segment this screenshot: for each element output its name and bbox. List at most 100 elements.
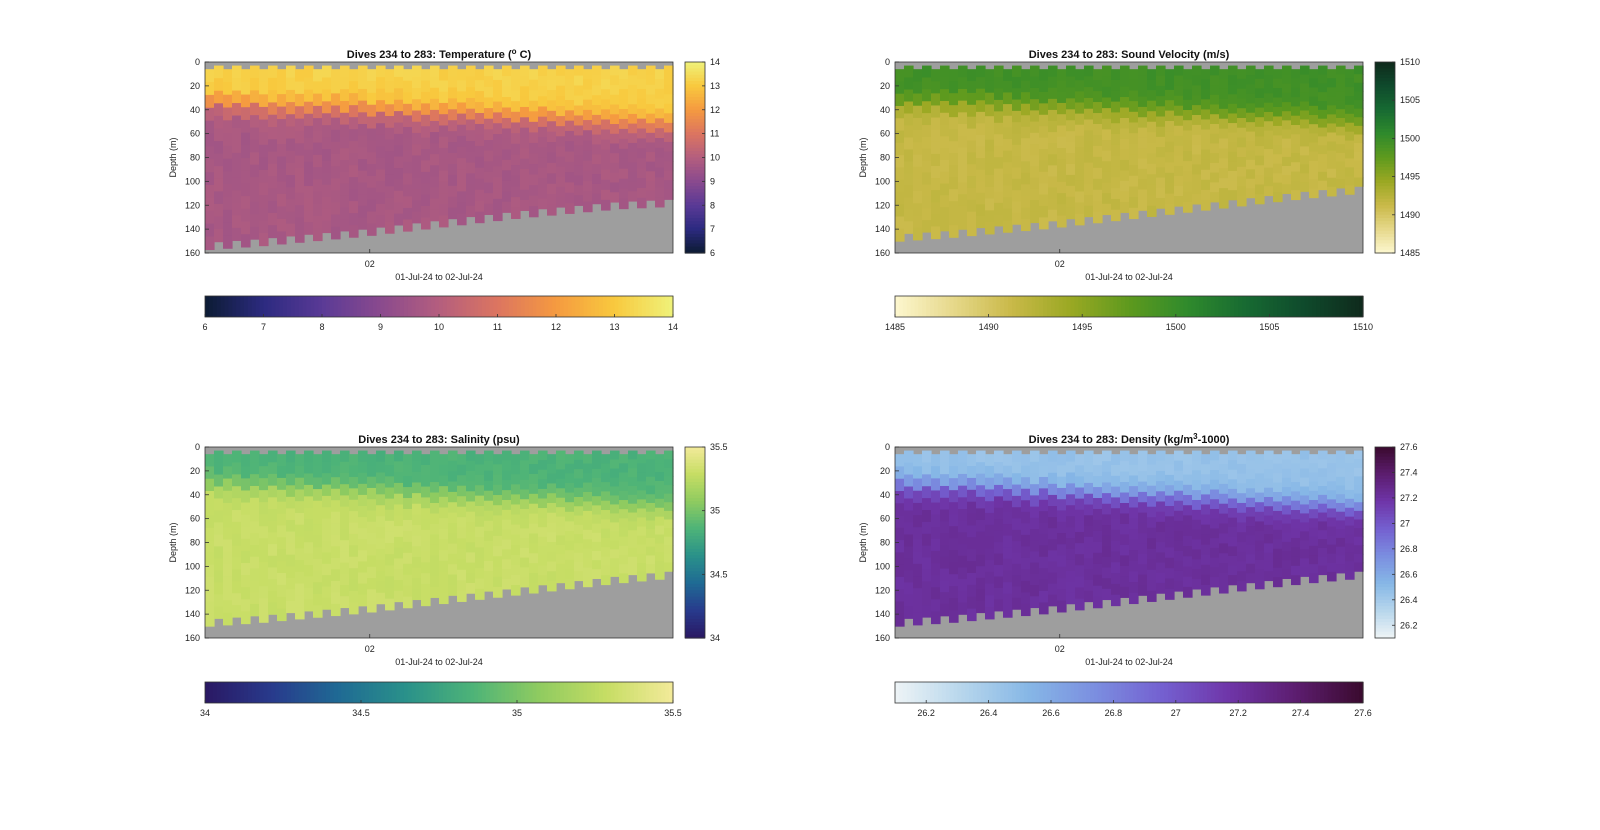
data-cell [1210, 85, 1220, 96]
data-cell [277, 549, 287, 562]
data-cell [1336, 135, 1346, 145]
data-cell [484, 86, 494, 99]
data-cell [376, 88, 386, 101]
data-cell [349, 177, 359, 190]
colorbar-tick-label: 27.4 [1400, 467, 1418, 477]
data-cell [922, 545, 932, 559]
colorbar-swatch [380, 682, 385, 703]
data-cell [1102, 150, 1112, 162]
data-cell [1093, 574, 1103, 587]
data-cell [268, 200, 278, 214]
data-cell [994, 99, 1004, 112]
data-cell [223, 551, 233, 565]
data-cell [475, 557, 485, 569]
data-cell [619, 481, 629, 492]
data-cell [1129, 79, 1139, 92]
data-cell [1039, 148, 1049, 161]
data-cell [286, 223, 296, 237]
data-cell [1003, 208, 1013, 222]
colorbar-swatch [236, 296, 241, 317]
data-cell [223, 171, 233, 185]
data-cell [277, 572, 287, 586]
data-cell [1264, 571, 1274, 582]
data-cell [1354, 125, 1364, 136]
data-cell [931, 514, 941, 528]
data-cell [1129, 111, 1139, 124]
data-cell [1318, 494, 1328, 505]
data-cell [931, 129, 941, 143]
data-cell [940, 509, 950, 522]
data-cell [214, 203, 224, 218]
colorbar-swatch [520, 682, 526, 703]
data-cell [583, 140, 593, 152]
data-cell [967, 608, 977, 622]
data-cell [250, 102, 260, 116]
data-cell [1345, 454, 1355, 464]
data-cell [1246, 178, 1256, 189]
data-cell [646, 529, 656, 539]
data-cell [1129, 69, 1139, 81]
data-cell [1012, 144, 1022, 157]
data-cell [421, 80, 431, 93]
data-cell [1156, 511, 1166, 523]
colorbar-swatch [1327, 296, 1333, 317]
data-cell [268, 151, 278, 165]
data-cell [904, 534, 914, 547]
data-cell [313, 489, 323, 502]
data-cell [1300, 522, 1310, 532]
data-cell [592, 134, 602, 146]
data-cell [367, 578, 377, 590]
colorbar-swatch [224, 296, 229, 317]
data-cell [565, 120, 575, 132]
colorbar-swatch [306, 682, 311, 703]
data-cell [1066, 153, 1076, 165]
data-cell [1327, 168, 1337, 179]
colorbar-swatch [1375, 447, 1395, 451]
colorbar-swatch [1277, 296, 1282, 317]
data-cell [1021, 161, 1031, 174]
data-cell [976, 473, 986, 486]
colorbar-swatch [685, 536, 705, 540]
data-cell [493, 90, 503, 103]
colorbar-swatch [1375, 221, 1395, 225]
data-cell [1084, 65, 1094, 77]
data-cell [502, 549, 512, 560]
data-cell [250, 90, 260, 104]
data-cell [913, 203, 923, 217]
data-cell [1012, 110, 1022, 123]
data-cell [439, 80, 449, 93]
data-cell [931, 587, 941, 600]
data-cell [1192, 569, 1202, 580]
data-cell [646, 94, 656, 105]
colorbar-swatch [685, 81, 705, 85]
data-cell [655, 69, 665, 80]
data-cell [1102, 482, 1112, 494]
data-cell [412, 166, 422, 179]
data-cell [466, 521, 476, 533]
colorbar-swatch [685, 507, 705, 512]
colorbar-swatch [536, 682, 541, 703]
profile-column [502, 450, 512, 590]
data-cell [556, 573, 566, 584]
data-cell [1012, 156, 1022, 169]
data-cell [1237, 542, 1247, 553]
data-cell [358, 88, 368, 102]
data-cell [1327, 472, 1337, 482]
data-cell [940, 65, 950, 78]
colorbar-swatch [602, 682, 608, 703]
data-cell [403, 541, 413, 554]
data-cell [592, 560, 602, 570]
data-cell [1174, 155, 1184, 167]
data-cell [313, 154, 323, 168]
colorbar-tick-label: 34.5 [352, 708, 370, 718]
colorbar-swatch [1113, 682, 1118, 703]
data-cell [1012, 122, 1022, 135]
data-cell [304, 113, 314, 127]
colorbar-swatch [583, 296, 588, 317]
data-cell [958, 205, 968, 219]
data-cell [286, 138, 296, 152]
data-cell [475, 454, 485, 466]
data-cell [430, 586, 440, 598]
data-cell [232, 605, 242, 618]
colorbar-swatch [1183, 296, 1189, 317]
